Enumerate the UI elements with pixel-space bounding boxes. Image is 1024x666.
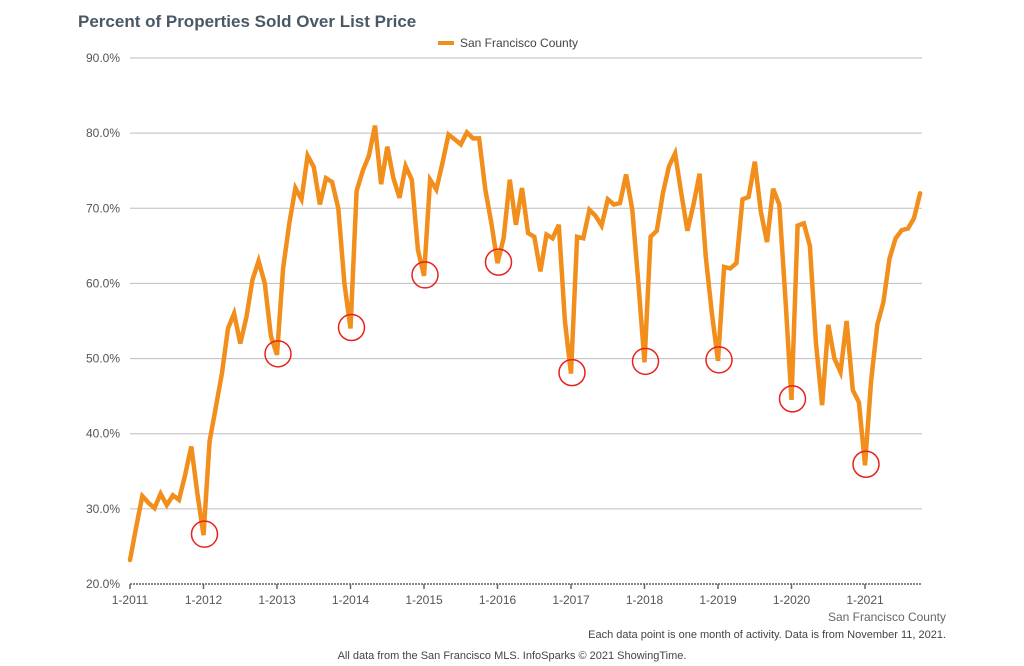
x-tick-label: 1-2021 (846, 593, 884, 607)
annotation-circle (484, 248, 513, 276)
annotation-circle (264, 340, 292, 368)
x-tick-label: 1-2014 (332, 593, 370, 607)
x-tick-label: 1-2020 (773, 593, 811, 607)
annotation-circle (190, 520, 219, 548)
legend: San Francisco County (438, 36, 578, 50)
x-tick-label: 1-2016 (479, 593, 517, 607)
x-tick-label: 1-2011 (112, 593, 149, 607)
x-tick-label: 1-2017 (552, 593, 590, 607)
footnote: Each data point is one month of activity… (588, 629, 946, 641)
annotation-circle (852, 450, 880, 479)
x-tick-label: 1-2013 (258, 593, 296, 607)
y-tick-label: 50.0% (86, 352, 120, 366)
legend-label: San Francisco County (460, 36, 578, 50)
y-tick-label: 90.0% (86, 51, 120, 65)
x-axis-caption: San Francisco County (828, 610, 946, 624)
annotation-circle (337, 313, 366, 342)
annotation-circle (558, 358, 586, 387)
x-tick-label: 1-2018 (626, 593, 664, 607)
x-tick-label: 1-2015 (405, 593, 443, 607)
annotation-circle (631, 347, 660, 376)
source-note: All data from the San Francisco MLS. Inf… (338, 650, 687, 662)
x-tick-label: 1-2012 (185, 593, 223, 607)
annotation-circle (705, 346, 733, 374)
x-tick-label: 1-2019 (699, 593, 737, 607)
y-tick-label: 70.0% (86, 201, 120, 215)
y-tick-label: 60.0% (86, 276, 120, 290)
y-tick-label: 20.0% (86, 577, 120, 591)
chart-title: Percent of Properties Sold Over List Pri… (78, 12, 416, 31)
series-line (127, 125, 923, 563)
y-tick-label: 40.0% (86, 427, 120, 441)
y-tick-label: 80.0% (86, 126, 120, 140)
annotation-circle (411, 261, 439, 289)
y-tick-label: 30.0% (86, 502, 120, 516)
annotation-circle (778, 385, 807, 413)
